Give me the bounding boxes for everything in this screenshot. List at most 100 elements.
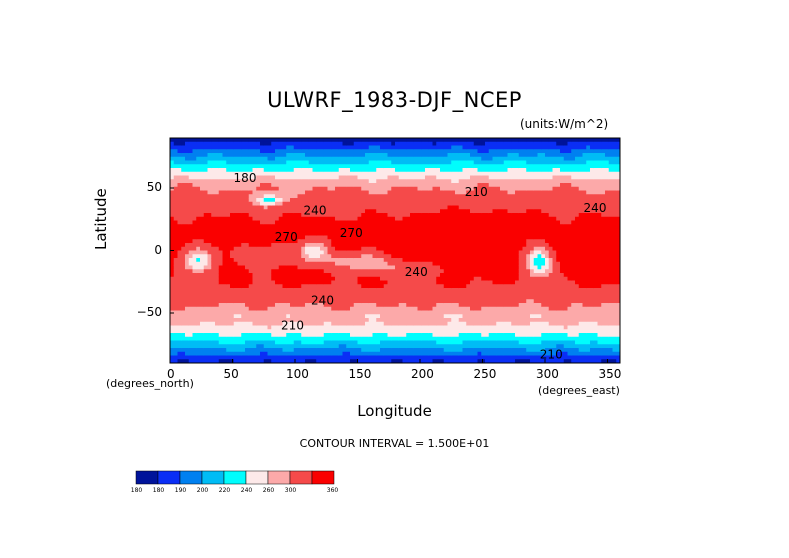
heatmap-cell xyxy=(218,239,223,244)
heatmap-cell xyxy=(308,153,313,158)
heatmap-cell xyxy=(188,299,193,304)
heatmap-cell xyxy=(380,224,385,229)
heatmap-cell xyxy=(402,220,407,225)
heatmap-cell xyxy=(421,231,426,236)
heatmap-cell xyxy=(458,153,463,158)
heatmap-cell xyxy=(230,160,235,165)
heatmap-cell xyxy=(170,224,175,229)
heatmap-cell xyxy=(398,164,403,169)
heatmap-cell xyxy=(387,299,392,304)
heatmap-cell xyxy=(170,190,175,195)
heatmap-cell xyxy=(230,198,235,203)
heatmap-cell xyxy=(327,246,332,251)
heatmap-cell xyxy=(462,333,467,338)
heatmap-cell xyxy=(267,303,272,308)
heatmap-cell xyxy=(440,164,445,169)
heatmap-cell xyxy=(177,329,182,334)
heatmap-cell xyxy=(260,201,265,206)
heatmap-cell xyxy=(361,220,366,225)
heatmap-cell xyxy=(248,224,253,229)
heatmap-cell xyxy=(278,288,283,293)
heatmap-cell xyxy=(323,194,328,199)
heatmap-cell xyxy=(443,186,448,191)
heatmap-cell xyxy=(301,246,306,251)
heatmap-cell xyxy=(323,295,328,300)
heatmap-cell xyxy=(361,273,366,278)
heatmap-cell xyxy=(185,179,190,184)
heatmap-cell xyxy=(391,340,396,345)
heatmap-cell xyxy=(383,280,388,285)
heatmap-cell xyxy=(233,198,238,203)
heatmap-cell xyxy=(455,168,460,173)
heatmap-cell xyxy=(436,284,441,289)
heatmap-cell xyxy=(308,318,313,323)
heatmap-cell xyxy=(237,250,242,255)
heatmap-cell xyxy=(346,333,351,338)
heatmap-cell xyxy=(188,224,193,229)
heatmap-cell xyxy=(316,284,321,289)
heatmap-cell xyxy=(248,183,253,188)
heatmap-cell xyxy=(312,284,317,289)
heatmap-cell xyxy=(196,138,201,143)
heatmap-cell xyxy=(211,314,216,319)
heatmap-cell xyxy=(436,303,441,308)
heatmap-cell xyxy=(335,321,340,326)
heatmap-cell xyxy=(181,235,186,240)
heatmap-cell xyxy=(245,194,250,199)
heatmap-cell xyxy=(297,231,302,236)
heatmap-cell xyxy=(293,261,298,266)
heatmap-cell xyxy=(436,239,441,244)
heatmap-cell xyxy=(263,314,268,319)
heatmap-cell xyxy=(473,171,478,176)
heatmap-cell xyxy=(323,179,328,184)
heatmap-cell xyxy=(398,321,403,326)
heatmap-cell xyxy=(297,224,302,229)
heatmap-cell xyxy=(395,231,400,236)
heatmap-cell xyxy=(170,239,175,244)
heatmap-cell xyxy=(365,145,370,150)
heatmap-cell xyxy=(218,209,223,214)
heatmap-cell xyxy=(188,205,193,210)
heatmap-cell xyxy=(353,213,358,218)
heatmap-cell xyxy=(346,329,351,334)
heatmap-cell xyxy=(428,310,433,315)
heatmap-cell xyxy=(473,265,478,270)
heatmap-cell xyxy=(391,220,396,225)
heatmap-cell xyxy=(473,261,478,266)
heatmap-cell xyxy=(320,355,325,360)
heatmap-cell xyxy=(440,276,445,281)
heatmap-cell xyxy=(395,303,400,308)
heatmap-cell xyxy=(462,239,467,244)
heatmap-cell xyxy=(466,168,471,173)
heatmap-cell xyxy=(387,325,392,330)
heatmap-cell xyxy=(185,291,190,296)
heatmap-cell xyxy=(245,168,250,173)
heatmap-cell xyxy=(263,261,268,266)
heatmap-cell xyxy=(215,175,220,180)
heatmap-cell xyxy=(222,168,227,173)
heatmap-cell xyxy=(421,269,426,274)
heatmap-cell xyxy=(372,149,377,154)
heatmap-cell xyxy=(293,194,298,199)
heatmap-cell xyxy=(410,340,415,345)
heatmap-cell xyxy=(410,355,415,360)
heatmap-cell xyxy=(230,201,235,206)
heatmap-cell xyxy=(181,149,186,154)
heatmap-cell xyxy=(372,243,377,248)
heatmap-cell xyxy=(410,265,415,270)
heatmap-cell xyxy=(275,359,280,363)
heatmap-cell xyxy=(383,183,388,188)
heatmap-cell xyxy=(275,235,280,240)
heatmap-cell xyxy=(233,231,238,236)
heatmap-cell xyxy=(335,235,340,240)
heatmap-cell xyxy=(252,351,257,356)
heatmap-cell xyxy=(338,194,343,199)
heatmap-cell xyxy=(462,329,467,334)
heatmap-cell xyxy=(218,168,223,173)
heatmap-cell xyxy=(406,239,411,244)
heatmap-cells xyxy=(170,138,620,363)
heatmap-cell xyxy=(466,269,471,274)
heatmap-cell xyxy=(312,239,317,244)
heatmap-cell xyxy=(192,141,197,146)
heatmap-cell xyxy=(177,348,182,353)
